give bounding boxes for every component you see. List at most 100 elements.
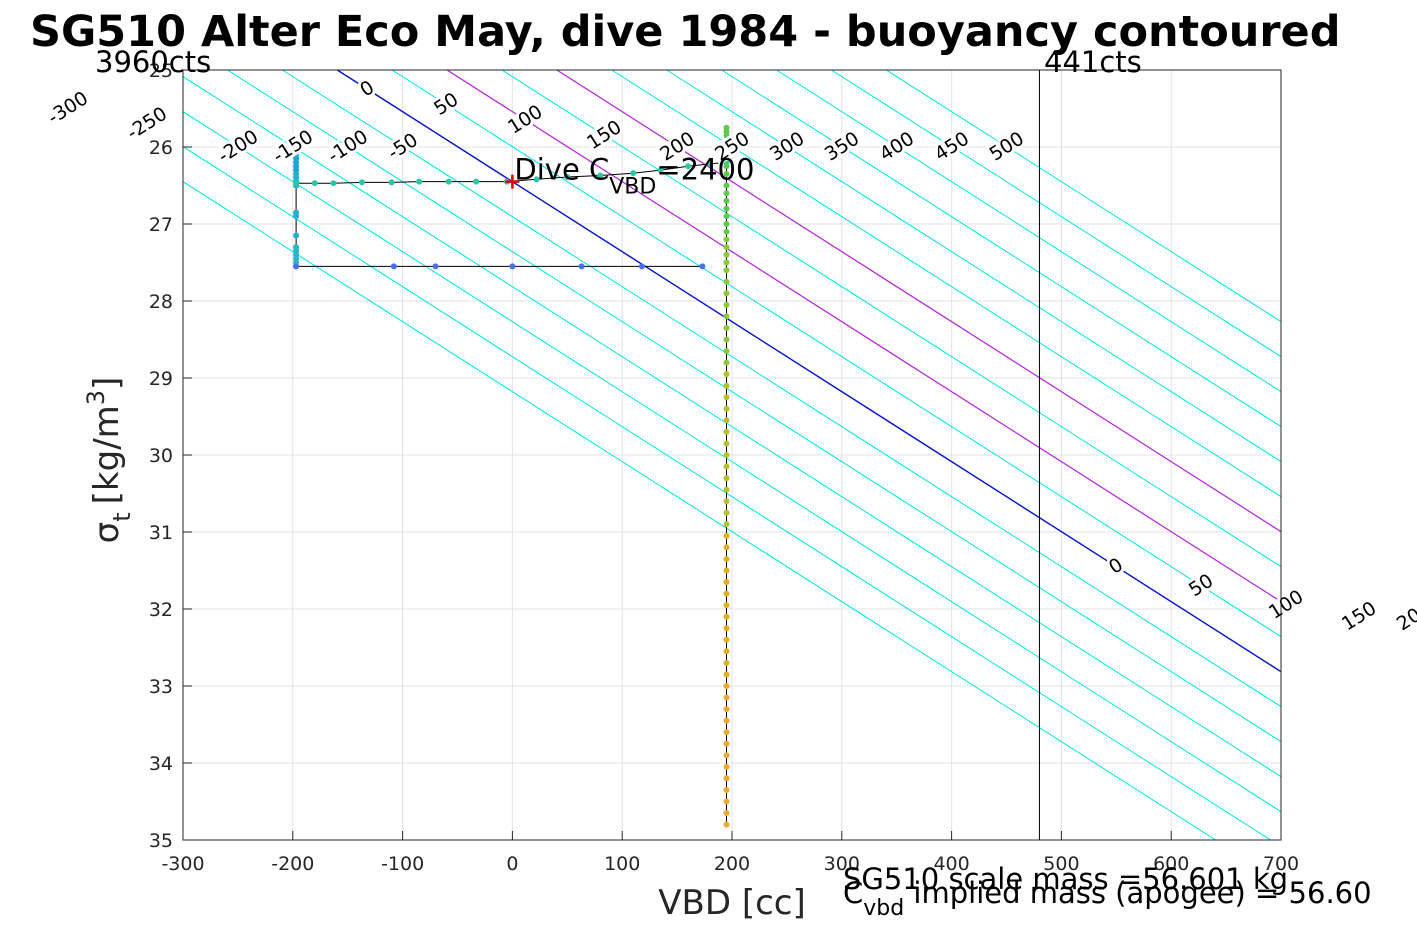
x-tick-label: 700 [1263,853,1299,875]
dive-point [723,259,730,266]
dive-point [723,509,730,516]
dive-points [293,124,730,828]
footer-implied-c: C [843,876,863,910]
contour-label: 200 [1393,597,1417,635]
dive-point [723,602,730,609]
y-axis-label-sup: 3 [82,390,110,405]
dive-point [432,263,439,270]
dive-point [723,190,730,197]
dive-point [388,179,395,186]
dive-point [723,555,730,562]
dive-point [723,221,730,227]
contour-label: 150 [1338,597,1380,635]
dive-point [723,590,730,597]
dive-point [723,821,730,828]
dive-point [723,205,730,212]
y-tick-label: 31 [149,522,173,544]
contour-line [183,111,1281,813]
dive-point [657,167,664,174]
dive-point [723,810,730,817]
dive-point [597,172,604,179]
dive-point [723,452,730,458]
dive-point [723,197,730,204]
dive-point [723,752,730,759]
dive-point [723,579,730,586]
dive-point [509,263,516,270]
dive-point [723,786,730,793]
dive-point [723,278,730,285]
dive-point [723,132,730,139]
dive-point [630,170,637,177]
dive-point [293,213,300,220]
dive-point [723,267,730,274]
dive-point [723,613,730,620]
y-tick-label: 29 [149,368,173,390]
dive-point [723,428,730,435]
dive-point [293,232,300,239]
contour-line [336,70,1281,673]
dive-point [723,521,730,528]
dive-point [723,625,730,632]
x-axis-ticks: -300 -200 -100 0 100 200 300 400 500 600 700 [161,831,1299,875]
dive-point [723,301,730,308]
x-tick-label: 300 [824,853,860,875]
dive-point [723,236,730,243]
footer-implied-text: implied mass (apogee) = 56.60 [904,876,1371,910]
dive-point [723,440,730,447]
y-tick-label: 26 [149,137,173,159]
dive-point [699,263,706,270]
dive-point [723,798,730,805]
dive-point [723,671,730,678]
dive-point [723,706,730,713]
dive-point [723,244,730,251]
dive-point [723,251,730,258]
dive-point [723,486,730,493]
dive-point [293,180,300,187]
dive-point [564,174,571,181]
dive-point [723,382,730,389]
dive-point [723,763,730,770]
dive-point [723,213,730,220]
footer-implied-sub: vbd [863,896,904,921]
y-axis-label-unit: [kg/m [87,405,127,504]
dive-point [723,567,730,574]
contour-line [446,70,1281,603]
dive-point [638,263,645,270]
dive-point [293,263,300,270]
contour-line [282,70,1281,708]
dive-point [723,348,730,355]
dive-point [723,683,730,689]
dive-point [723,324,730,331]
contour-line [391,70,1281,638]
dive-point [311,180,318,187]
y-tick-label: 30 [149,445,173,467]
dive-point [293,136,300,143]
y-axis-label-close: ] [87,377,127,390]
dive-point [723,694,730,701]
contour-line [666,70,1281,463]
dive-point [723,498,730,505]
dive-point [723,155,730,162]
y-tick-label: 35 [149,830,173,852]
dive-point [723,359,730,366]
dive-point [723,405,730,412]
vbd-limit-label-left: 3960cts [95,45,211,79]
y-tick-label: 28 [149,291,173,313]
svg-text:σt[kg/m3]: σt [kg/m3] [82,377,136,544]
dive-point [723,170,730,177]
y-tick-label: 33 [149,676,173,698]
contour-line [611,70,1281,498]
x-axis-label: VBD [cc] [658,883,806,923]
y-tick-label: 27 [149,214,173,236]
contour-line [183,146,1271,840]
dive-point [293,144,300,150]
dive-point [578,263,585,270]
contour-line [183,76,1281,778]
x-tick-label: -100 [381,853,424,875]
y-axis-label-sub: t [108,512,136,521]
dive-point [723,417,730,424]
dive-point [723,717,730,724]
dive-point [445,178,452,185]
y-axis-ticks: 25 26 27 28 29 30 31 32 33 34 35 [149,60,192,852]
